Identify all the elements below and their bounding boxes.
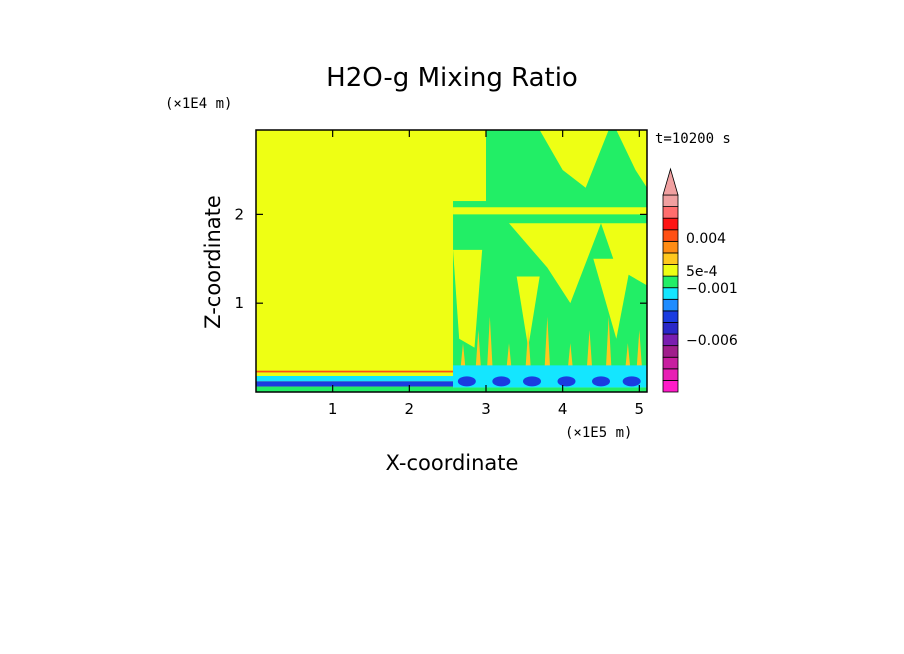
y-axis-label: Z-coordinate [201,195,225,329]
time-label: t=10200 s [655,131,731,147]
x-tick-label: 1 [328,400,338,418]
colorbar-swatch [662,368,679,381]
field-region [509,223,601,304]
field-region [475,329,482,375]
field-region [453,249,483,348]
colorbar-swatch [662,229,679,242]
field-region [592,376,610,387]
x-tick-label: 4 [558,400,568,418]
colorbar-arrow [662,167,679,196]
colorbar: 0.004 5e-4−0.001 −0.006 [662,167,738,393]
y-tick-label: 1 [234,294,244,312]
x-tick-label: 5 [635,400,645,418]
x-axis-label: X-coordinate [386,451,519,475]
field-region [586,329,593,375]
colorbar-label: −0.001 [686,281,738,297]
x-scale-label: (×1E5 m) [565,425,632,441]
field-region [593,258,632,339]
field-region [636,329,643,375]
field-region [453,387,647,392]
field-region [523,376,541,387]
field-region [256,386,454,392]
field-region [457,376,476,387]
colorbar-swatch [662,287,679,300]
field-region [525,329,532,375]
colorbar-label: 5e-4 [686,264,718,280]
field-region [256,372,454,377]
heatmap-field [256,130,647,392]
colorbar-swatch [662,345,679,358]
colorbar-swatch [662,322,679,335]
chart-title: H2O-g Mixing Ratio [326,63,578,93]
colorbar-swatch [662,264,679,277]
colorbar-label: 0.004 [686,231,726,247]
colorbar-swatch [662,194,679,207]
field-region [492,376,511,387]
colorbar-swatch [662,206,679,219]
y-tick-label: 2 [234,205,244,223]
field-region [605,316,612,375]
field-region [616,130,647,188]
field-region [453,365,647,388]
field-region [453,207,647,215]
field-region [557,376,576,387]
field-region [539,130,609,188]
colorbar-swatch [662,252,679,265]
colorbar-swatch [662,275,679,289]
colorbar-swatch [662,310,679,323]
y-scale-label: (×1E4 m) [165,96,232,112]
colorbar-swatch [662,333,679,347]
colorbar-swatch [662,217,679,231]
field-region [486,316,493,375]
colorbar-swatch [662,298,679,312]
field-region [601,223,647,286]
colorbar-swatch [662,380,679,393]
field-region [256,381,454,387]
x-tick-label: 3 [481,400,491,418]
colorbar-swatch [662,356,679,370]
field-region [256,376,454,382]
y-axis: 12 [234,205,647,312]
field-region [256,370,454,373]
field-region [544,316,551,375]
field-region [516,276,540,348]
colorbar-swatch [662,240,679,254]
field-region [622,376,641,387]
colorbar-label: −0.006 [686,333,738,349]
x-tick-label: 2 [405,400,415,418]
x-axis: 1 2 3 4 5 [328,130,644,418]
plot-frame [255,129,648,393]
